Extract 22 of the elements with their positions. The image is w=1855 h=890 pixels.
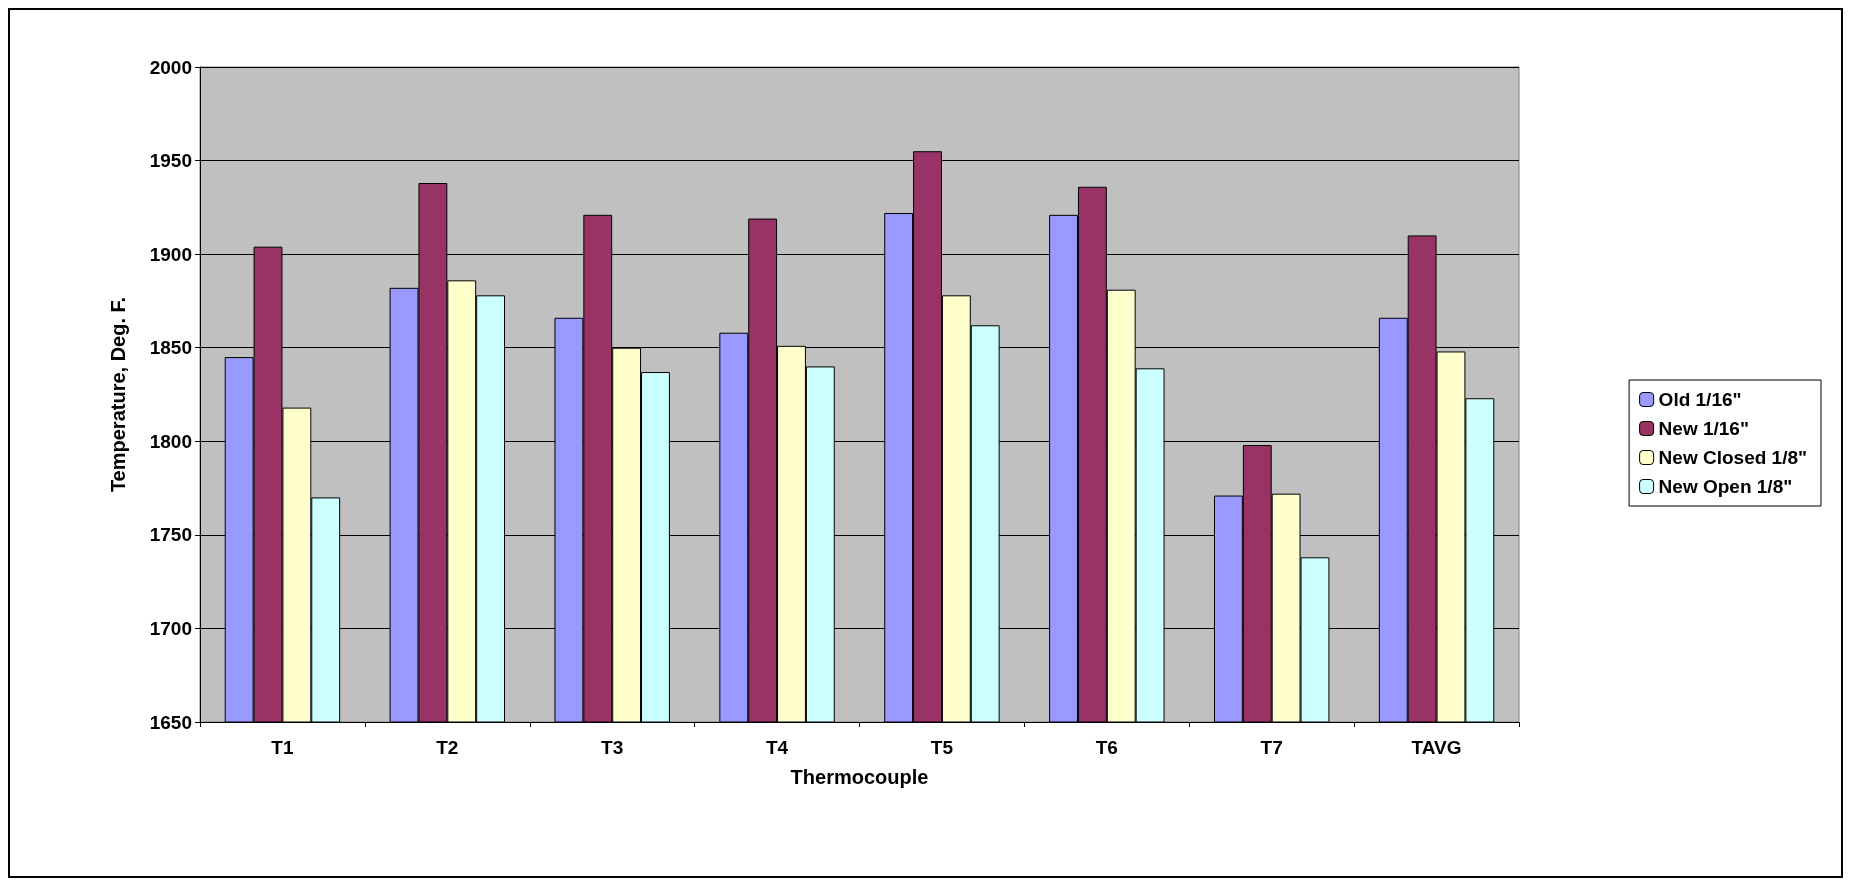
x-tick-label: T6: [1095, 737, 1118, 758]
x-tick-label: T4: [765, 737, 789, 758]
x-tick-label: T1: [271, 737, 294, 758]
legend-label: Old 1/16": [1658, 389, 1742, 410]
x-tick-label: TAVG: [1411, 737, 1462, 758]
legend-label: New Closed 1/8": [1658, 447, 1808, 468]
x-axis-title: Thermocouple: [790, 766, 929, 788]
y-tick-label: 1650: [149, 711, 192, 733]
x-tick-label: T7: [1260, 737, 1283, 758]
x-tick-label: T3: [601, 737, 624, 758]
y-tick-label: 1700: [149, 617, 192, 639]
legend-label: New Open 1/8": [1658, 476, 1793, 497]
x-tick-label: T5: [930, 737, 954, 758]
x-tick-label: T2: [436, 737, 459, 758]
y-axis-title: Temperature, Deg. F.: [107, 296, 129, 493]
y-tick-label: 1750: [149, 524, 192, 546]
y-tick-label: 1950: [149, 150, 192, 172]
y-tick-label: 2000: [149, 56, 192, 78]
y-tick-label: 1800: [149, 430, 192, 452]
y-tick-label: 1850: [149, 337, 192, 359]
y-tick-label: 1900: [149, 243, 192, 265]
legend-label: New 1/16": [1658, 418, 1749, 439]
